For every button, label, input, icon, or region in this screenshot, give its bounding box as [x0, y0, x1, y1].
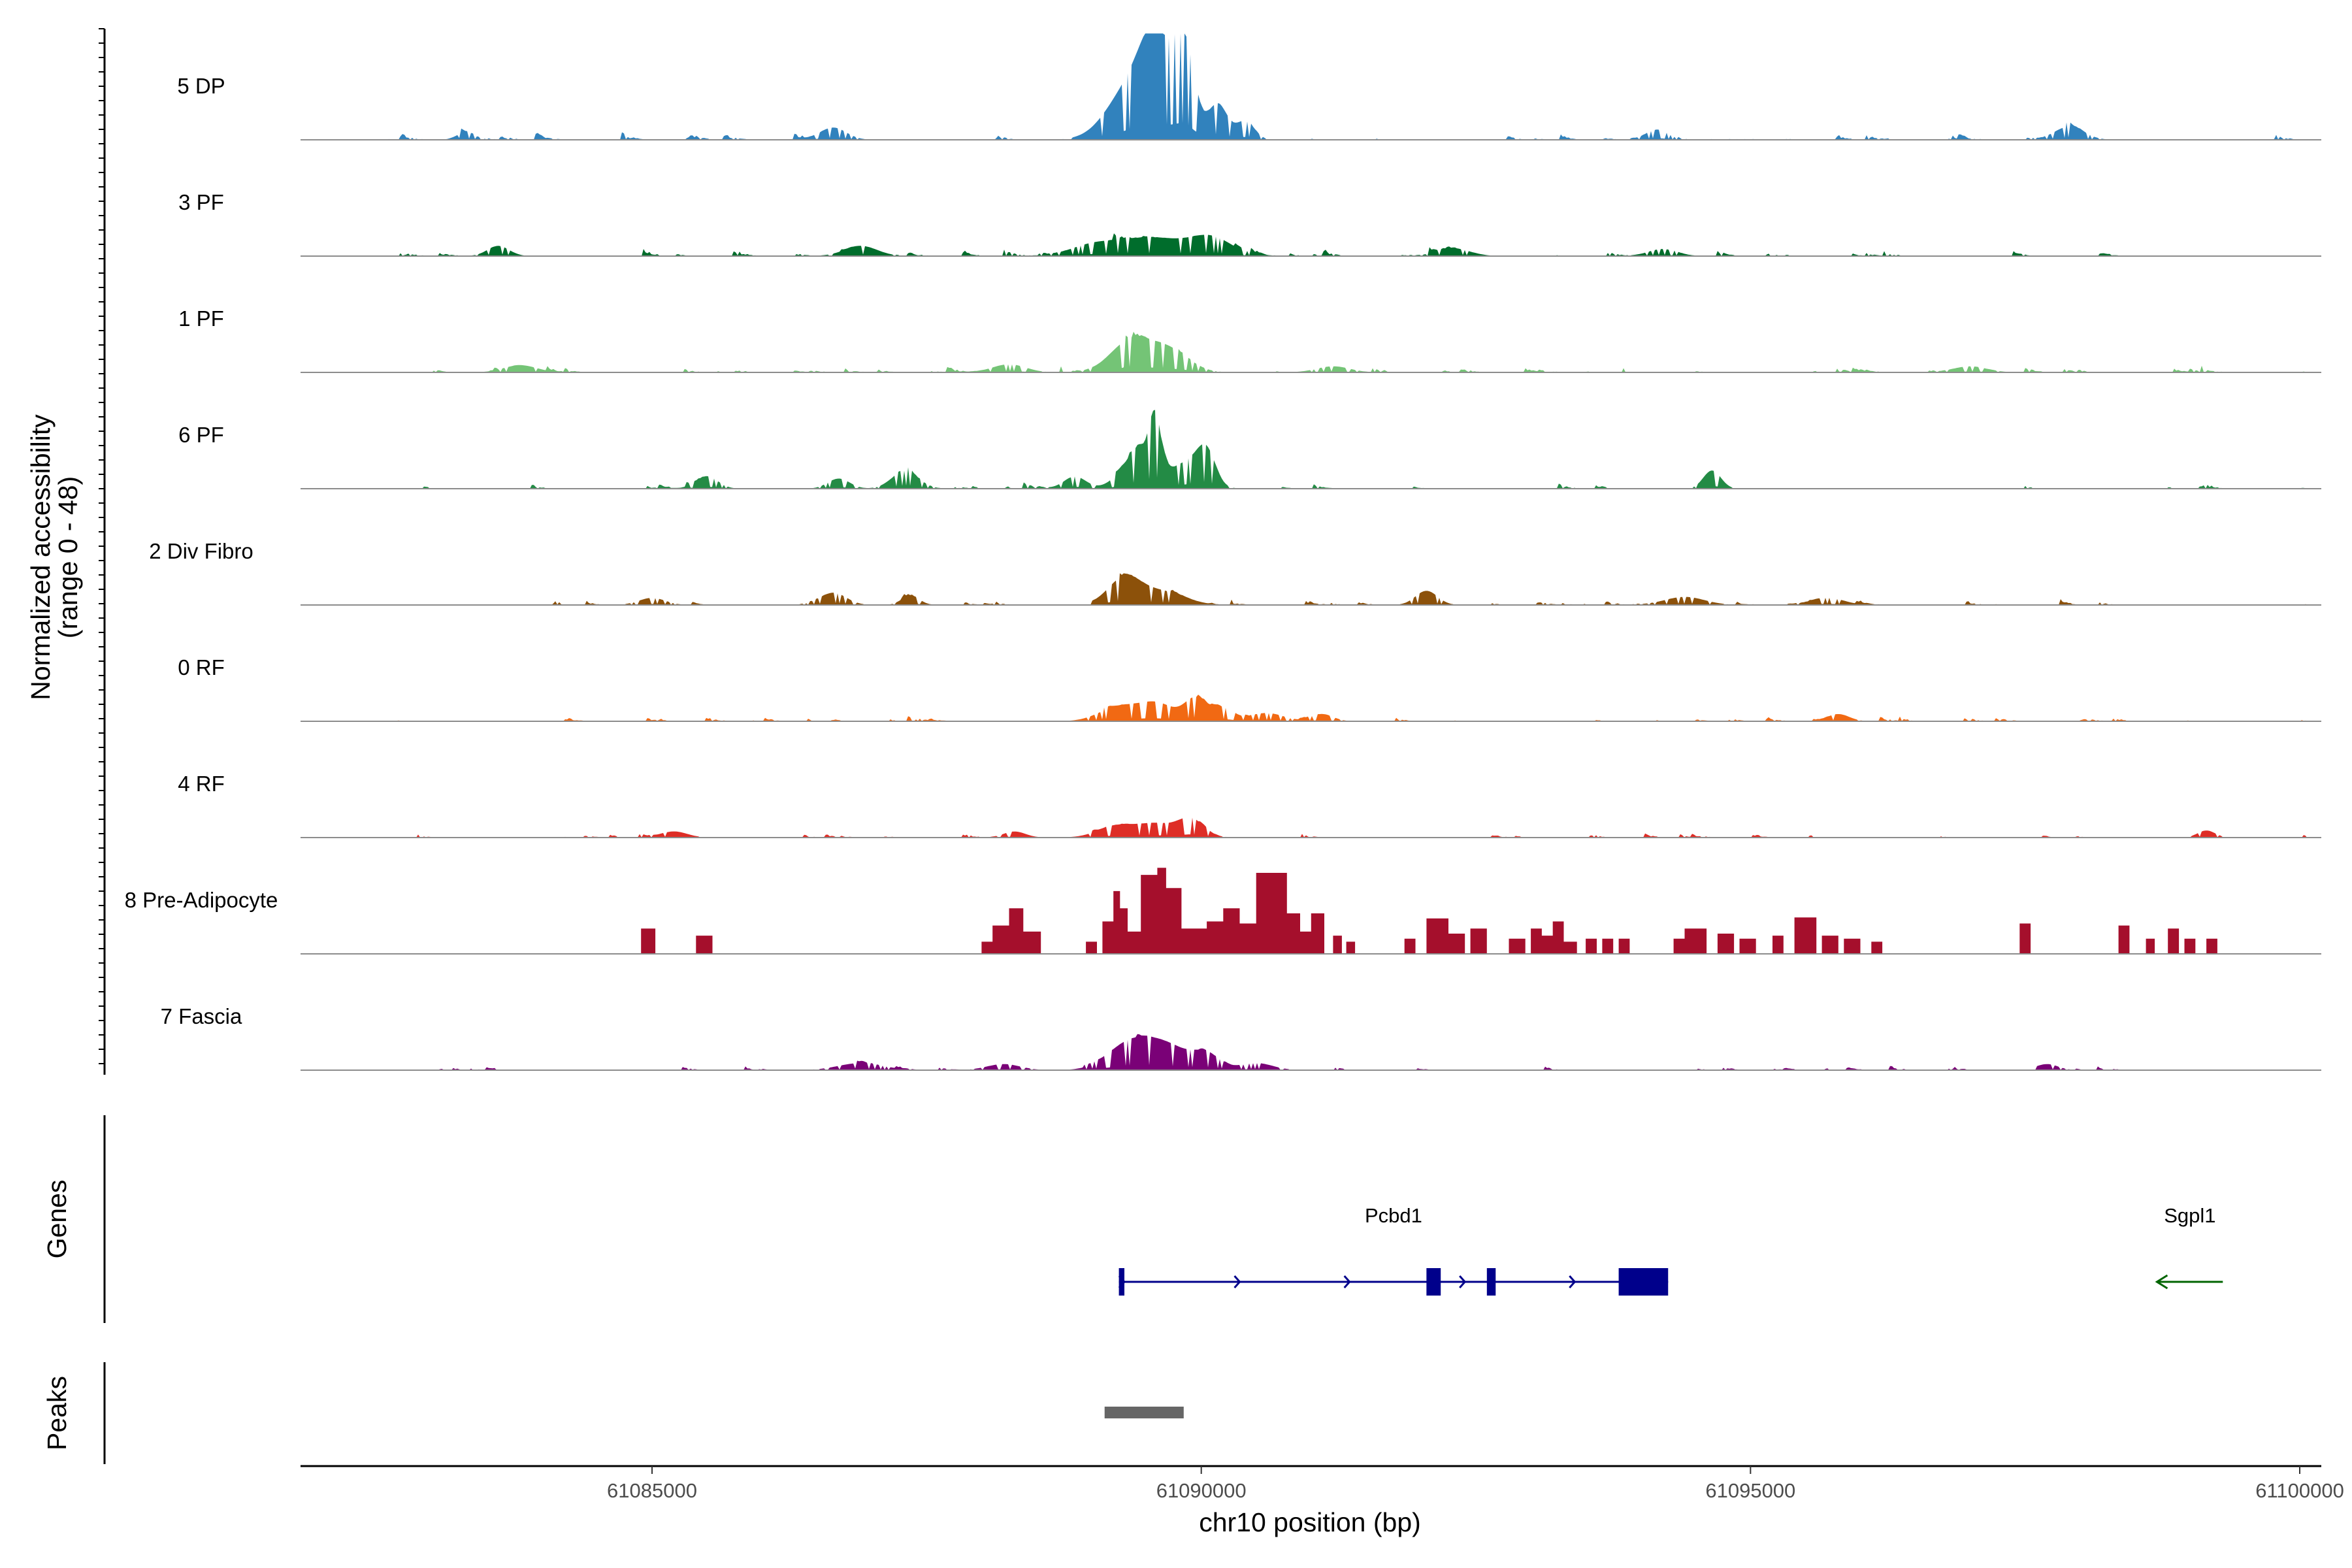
tracks-layer: [301, 33, 2321, 1071]
track-label: 1 PF: [178, 306, 224, 331]
peaks-panel-title: Peaks: [42, 1376, 72, 1450]
coverage-area-track-2: [301, 331, 2307, 372]
y-axis-range: (range 0 - 48): [53, 476, 83, 638]
strand-arrow: [1569, 1275, 1576, 1288]
coverage-area-track-5: [301, 694, 2307, 721]
exon: [1119, 1268, 1124, 1296]
coverage-area-track-3: [301, 410, 2307, 489]
x-tick-label: 61100000: [2255, 1479, 2344, 1502]
strand-arrow: [1233, 1275, 1241, 1288]
track-label: 5 DP: [177, 74, 225, 98]
x-tick-label: 61085000: [607, 1479, 697, 1502]
strand-arrow: [2155, 1274, 2168, 1290]
strand-arrow: [1343, 1275, 1351, 1288]
track-label: 3 PF: [178, 190, 224, 214]
exon: [1426, 1268, 1441, 1296]
genes-panel-title: Genes: [42, 1180, 72, 1259]
coverage-area-track-8: [301, 1034, 2307, 1070]
coverage-area-track-1: [301, 233, 2307, 256]
coverage-area-track-4: [301, 573, 2307, 605]
gene-annotation-panel: Pcbd1 Sgpl1: [1118, 1204, 2223, 1296]
x-ticks: 61085000 61090000 61095000 61100000: [607, 1466, 2344, 1502]
track-labels: 5 DP 3 PF 1 PF 6 PF 2 Div Fibro 0 RF 4 RF 8 Pre…: [125, 74, 278, 1028]
strand-arrow: [1459, 1275, 1467, 1288]
axes: 61085000 61090000 61095000 61100000 Normali…: [25, 28, 2344, 1537]
track-label: 7 Fascia: [161, 1004, 242, 1028]
track-label: 4 RF: [178, 772, 225, 796]
exon: [1618, 1268, 1669, 1296]
x-tick-label: 61090000: [1156, 1479, 1247, 1502]
gene-label-Sgpl1: Sgpl1: [2164, 1204, 2215, 1227]
track-label: 0 RF: [178, 655, 225, 679]
track-label: 6 PF: [178, 423, 224, 447]
exon: [1486, 1268, 1496, 1296]
coverage-area-track-0: [301, 33, 2307, 140]
x-axis-title: chr10 position (bp): [1199, 1507, 1421, 1537]
coverage-area-track-7: [301, 868, 2307, 954]
peak-region: [1104, 1407, 1184, 1418]
peak-annotation-panel: [1104, 1407, 1184, 1418]
x-tick-label: 61095000: [1705, 1479, 1795, 1502]
track-label: 8 Pre-Adipocyte: [125, 888, 278, 912]
y-minor-ticks: [99, 28, 105, 1064]
gene-label-Pcbd1: Pcbd1: [1365, 1204, 1422, 1227]
y-axis-title: Normalized accessibility: [25, 414, 56, 700]
coverage-area-track-6: [301, 817, 2307, 838]
track-label: 2 Div Fibro: [149, 539, 253, 563]
